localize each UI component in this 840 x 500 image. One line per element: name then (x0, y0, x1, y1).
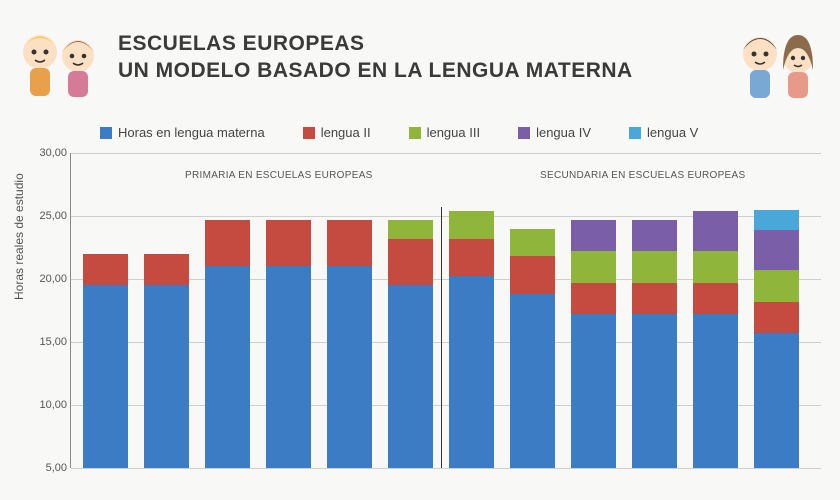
bar-segment-lengua5 (754, 210, 799, 230)
bar-segment-materna (632, 314, 677, 468)
title-line-1: ESCUELAS EUROPEAS (118, 30, 720, 57)
legend-item-materna: Horas en lengua materna (100, 125, 265, 140)
chart-title-block: ESCUELAS EUROPEAS UN MODELO BASADO EN LA… (118, 30, 720, 85)
legend-swatch (409, 127, 421, 139)
legend-item-lengua5: lengua V (629, 125, 698, 140)
bar-segment-lengua2 (632, 283, 677, 315)
bar-segment-lengua3 (754, 270, 799, 302)
bar-segment-lengua2 (388, 239, 433, 286)
bar-segment-lengua2 (754, 302, 799, 334)
y-tick-label: 20,00 (29, 273, 67, 285)
cartoon-kids-right-icon (728, 20, 828, 110)
legend-label: lengua III (427, 125, 481, 140)
bar-segment-lengua3 (388, 220, 433, 239)
y-tick-label: 15,00 (29, 336, 67, 348)
plot-region: 5,0010,0015,0020,0025,0030,00 (70, 153, 820, 468)
bar-segment-lengua2 (83, 254, 128, 286)
bar-segment-materna (754, 333, 799, 468)
bar-segment-lengua4 (693, 211, 738, 251)
bar-segment-materna (449, 276, 494, 468)
bar-segment-lengua2 (144, 254, 189, 286)
bar-segment-materna (266, 266, 311, 468)
bar-segment-lengua3 (449, 211, 494, 239)
legend-swatch (303, 127, 315, 139)
bar-segment-materna (693, 314, 738, 468)
bar-segment-materna (571, 314, 616, 468)
bar-segment-lengua2 (266, 220, 311, 267)
bar-segment-lengua2 (205, 220, 250, 267)
bar-segment-lengua2 (693, 283, 738, 315)
bar-segment-materna (388, 285, 433, 468)
bar-segment-materna (510, 294, 555, 468)
bar-segment-lengua3 (632, 251, 677, 283)
bar-segment-materna (144, 285, 189, 468)
bars-container (71, 153, 821, 468)
bar-segment-materna (205, 266, 250, 468)
legend-swatch (100, 127, 112, 139)
legend-item-lengua3: lengua III (409, 125, 481, 140)
legend-swatch (518, 127, 530, 139)
legend-label: lengua IV (536, 125, 591, 140)
legend: Horas en lengua materna lengua II lengua… (100, 125, 820, 140)
bar-segment-lengua3 (571, 251, 616, 283)
y-tick-label: 30,00 (29, 147, 67, 159)
bar-segment-lengua2 (327, 220, 372, 267)
legend-item-lengua2: lengua II (303, 125, 371, 140)
cartoon-kids-left-icon (10, 20, 110, 110)
legend-item-lengua4: lengua IV (518, 125, 591, 140)
gridline (71, 468, 821, 469)
bar-segment-lengua3 (510, 229, 555, 257)
y-axis-label: Horas reales de estudio (12, 173, 26, 300)
y-tick-label: 10,00 (29, 399, 67, 411)
bar-segment-materna (83, 285, 128, 468)
bar-segment-materna (327, 266, 372, 468)
section-divider (441, 207, 442, 468)
title-line-2: UN MODELO BASADO EN LA LENGUA MATERNA (118, 57, 720, 84)
y-tick-label: 25,00 (29, 210, 67, 222)
bar-segment-lengua2 (510, 256, 555, 294)
legend-label: Horas en lengua materna (118, 125, 265, 140)
legend-swatch (629, 127, 641, 139)
bar-segment-lengua4 (754, 230, 799, 270)
bar-segment-lengua2 (449, 239, 494, 277)
chart-area: Horas en lengua materna lengua II lengua… (70, 125, 820, 470)
legend-label: lengua II (321, 125, 371, 140)
bar-segment-lengua3 (693, 251, 738, 283)
bar-segment-lengua2 (571, 283, 616, 315)
y-tick-label: 5,00 (29, 462, 67, 474)
bar-segment-lengua4 (571, 220, 616, 252)
bar-segment-lengua4 (632, 220, 677, 252)
legend-label: lengua V (647, 125, 698, 140)
